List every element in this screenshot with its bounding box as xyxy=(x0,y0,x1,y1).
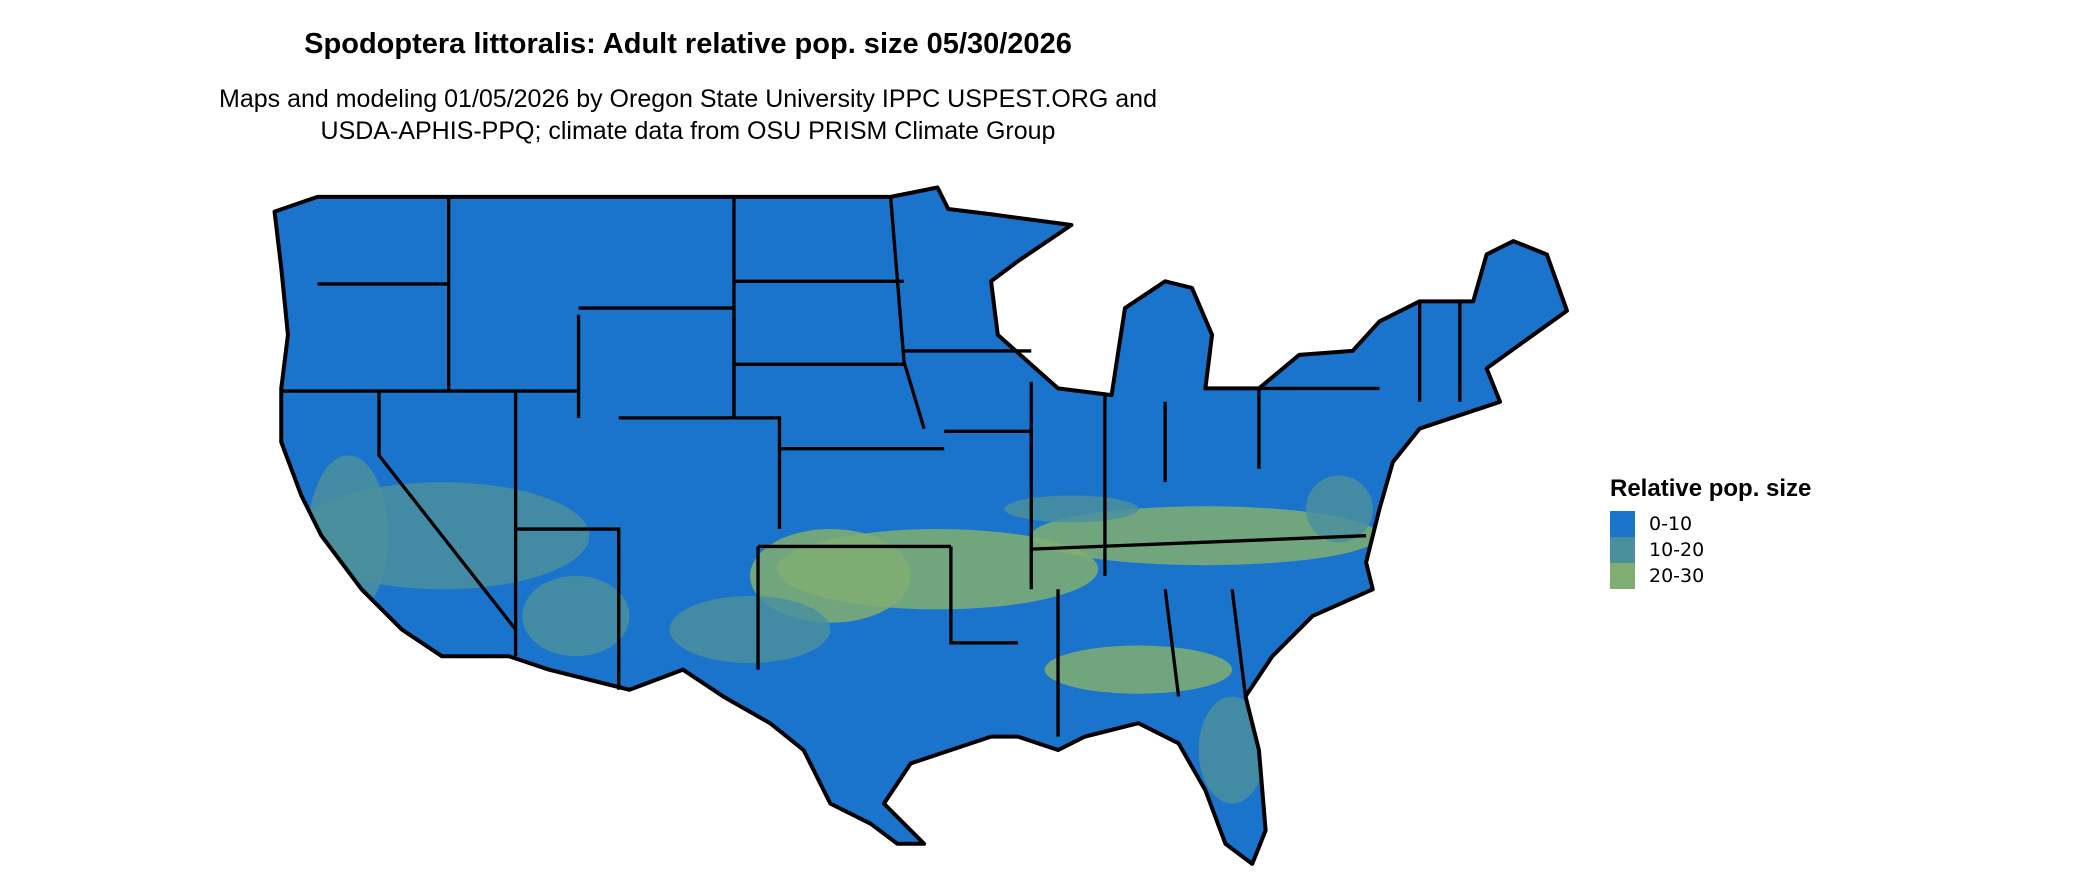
legend-swatch xyxy=(1610,537,1635,563)
legend-swatch xyxy=(1610,511,1635,537)
legend-label: 0-10 xyxy=(1649,513,1693,535)
legend-item: 20-30 xyxy=(1610,563,1811,589)
legend-label: 20-30 xyxy=(1649,565,1705,587)
legend-swatch xyxy=(1610,563,1635,589)
state-border xyxy=(1031,534,1367,551)
state-border xyxy=(949,546,1018,645)
legend-item: 0-10 xyxy=(1610,511,1811,537)
map-subtitle-line2: USDA-APHIS-PPQ; climate data from OSU PR… xyxy=(320,117,1056,145)
legend: Relative pop. size 0-10 10-20 20-30 xyxy=(1610,475,1811,589)
us-outline xyxy=(272,185,1569,866)
pop-zone xyxy=(669,596,831,663)
legend-item: 10-20 xyxy=(1610,537,1811,563)
state-border xyxy=(1230,589,1248,697)
state-border xyxy=(1163,589,1181,697)
legend-label: 10-20 xyxy=(1649,539,1705,561)
pop-zone xyxy=(1198,696,1266,804)
pop-zone xyxy=(1031,506,1380,566)
state-border xyxy=(377,391,517,631)
pop-zone xyxy=(1004,495,1139,523)
state-border xyxy=(888,196,926,430)
pop-zone xyxy=(750,529,911,623)
pop-zone xyxy=(1044,645,1233,694)
map-title: Spodoptera littoralis: Adult relative po… xyxy=(304,28,1072,60)
state-boundaries xyxy=(281,196,1462,737)
pop-zone xyxy=(522,575,630,657)
state-border xyxy=(513,391,621,690)
legend-title: Relative pop. size xyxy=(1610,475,1812,502)
pop-zone xyxy=(1305,475,1373,543)
map-subtitle-line1: Maps and modeling 01/05/2026 by Oregon S… xyxy=(219,85,1157,113)
state-border xyxy=(618,416,782,530)
